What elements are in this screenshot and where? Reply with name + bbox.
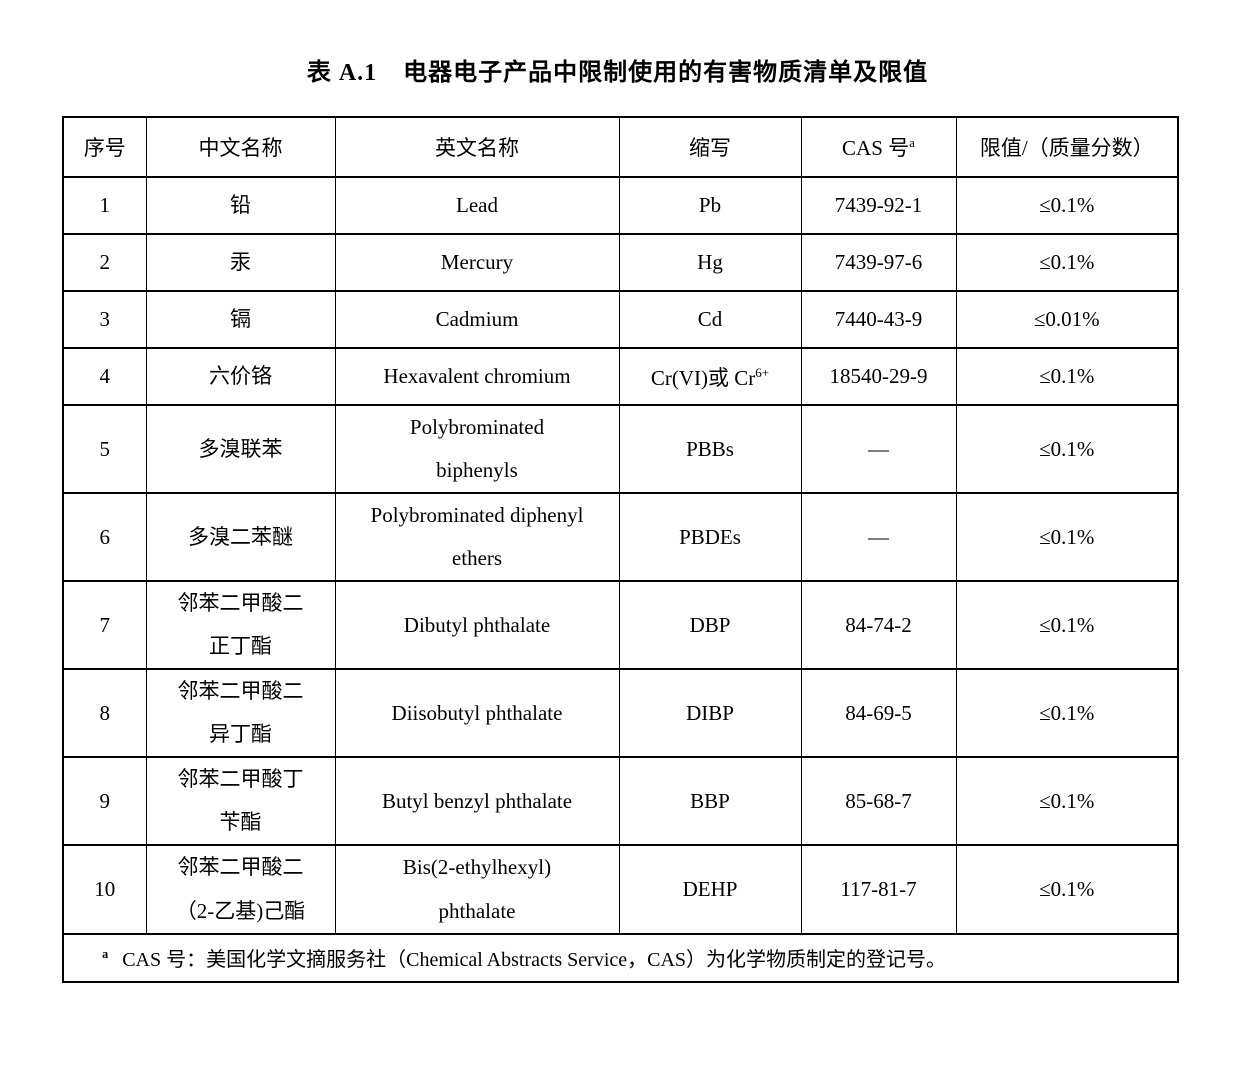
cell-index: 1 (62, 176, 147, 235)
cell-index: 9 (62, 756, 147, 847)
cell-cas-number: 85-68-7 (800, 756, 957, 847)
cell-limit: ≤0.1% (955, 668, 1179, 759)
table-title-text: 电器电子产品中限制使用的有害物质清单及限值 (403, 60, 929, 86)
cell-cas-number: 117-81-7 (800, 844, 957, 935)
cell-abbreviation: Cd (618, 290, 802, 349)
cell-index: 6 (62, 492, 147, 583)
header-index: 序号 (62, 116, 147, 178)
cell-index: 3 (62, 290, 147, 349)
header-chinese-name: 中文名称 (145, 116, 336, 178)
cell-english-name: Diisobutyl phthalate (334, 668, 620, 759)
table-row: 5 多溴联苯 Polybrominated biphenyls PBBs — ≤… (62, 403, 1179, 495)
cell-chinese-name: 六价铬 (145, 347, 336, 406)
cell-chinese-name: 邻苯二甲酸丁 苄酯 (145, 756, 336, 847)
cell-index: 5 (62, 403, 147, 495)
cell-cas-number: 84-69-5 (800, 668, 957, 759)
cell-limit: ≤0.1% (955, 403, 1179, 495)
table-row: 4 六价铬 Hexavalent chromium Cr(VI)或 Cr6+ 1… (62, 347, 1179, 406)
cell-abbreviation: Cr(VI)或 Cr6+ (618, 347, 802, 406)
cell-abbreviation: DBP (618, 580, 802, 671)
cell-cas-number: — (800, 403, 957, 495)
cell-abbreviation: PBBs (618, 403, 802, 495)
cell-abbreviation: DEHP (618, 844, 802, 935)
hazardous-substances-table: 序号 中文名称 英文名称 缩写 CAS 号a 限值/（质量分数） 1 铅 Lea… (62, 116, 1179, 983)
cell-limit: ≤0.1% (955, 844, 1179, 935)
header-row: 序号 中文名称 英文名称 缩写 CAS 号a 限值/（质量分数） (62, 116, 1179, 178)
cell-english-name: Polybrominated biphenyls (334, 403, 620, 495)
cell-cas-number: 84-74-2 (800, 580, 957, 671)
cell-cas-number: 7439-92-1 (800, 176, 957, 235)
header-english-name: 英文名称 (334, 116, 620, 178)
cell-english-name: Polybrominated diphenyl ethers (334, 492, 620, 583)
cell-index: 10 (62, 844, 147, 935)
table-row: 10 邻苯二甲酸二 （2-乙基)己酯 Bis(2-ethylhexyl) pht… (62, 844, 1179, 935)
header-limit: 限值/（质量分数） (955, 116, 1179, 178)
cell-chinese-name: 铅 (145, 176, 336, 235)
cell-abbreviation: Hg (618, 233, 802, 292)
cell-english-name: Cadmium (334, 290, 620, 349)
cell-cas-number: 7440-43-9 (800, 290, 957, 349)
table-title: 表 A.1 电器电子产品中限制使用的有害物质清单及限值 (0, 52, 1235, 87)
cell-index: 8 (62, 668, 147, 759)
cell-limit: ≤0.1% (955, 580, 1179, 671)
cell-index: 2 (62, 233, 147, 292)
cell-chinese-name: 多溴联苯 (145, 403, 336, 495)
cell-cas-number: 18540-29-9 (800, 347, 957, 406)
cell-english-name: Bis(2-ethylhexyl) phthalate (334, 844, 620, 935)
cell-cas-number: — (800, 492, 957, 583)
cell-limit: ≤0.1% (955, 756, 1179, 847)
table-row: 6 多溴二苯醚 Polybrominated diphenyl ethers P… (62, 492, 1179, 583)
cell-abbreviation: Pb (618, 176, 802, 235)
cell-chinese-name: 邻苯二甲酸二 异丁酯 (145, 668, 336, 759)
cell-abbreviation: DIBP (618, 668, 802, 759)
cell-index: 7 (62, 580, 147, 671)
footnote-row: a CAS 号：美国化学文摘服务社（Chemical Abstracts Serv… (62, 932, 1179, 983)
table-row: 7 邻苯二甲酸二 正丁酯 Dibutyl phthalate DBP 84-74… (62, 580, 1179, 671)
footnote-marker: a (102, 947, 109, 962)
header-abbreviation: 缩写 (618, 116, 802, 178)
cell-abbreviation: PBDEs (618, 492, 802, 583)
cell-chinese-name: 镉 (145, 290, 336, 349)
cell-english-name: Butyl benzyl phthalate (334, 756, 620, 847)
cell-limit: ≤0.01% (955, 290, 1179, 349)
table-row: 1 铅 Lead Pb 7439-92-1 ≤0.1% (62, 176, 1179, 235)
header-cas-number: CAS 号a (800, 116, 957, 178)
cell-chinese-name: 汞 (145, 233, 336, 292)
table-row: 2 汞 Mercury Hg 7439-97-6 ≤0.1% (62, 233, 1179, 292)
table-row: 9 邻苯二甲酸丁 苄酯 Butyl benzyl phthalate BBP 8… (62, 756, 1179, 847)
cell-limit: ≤0.1% (955, 492, 1179, 583)
cell-english-name: Mercury (334, 233, 620, 292)
table-title-label: 表 A.1 (306, 60, 378, 86)
cell-cas-number: 7439-97-6 (800, 233, 957, 292)
cell-limit: ≤0.1% (955, 233, 1179, 292)
footnote-text: CAS 号：美国化学文摘服务社（Chemical Abstracts Servi… (122, 949, 947, 972)
cas-footnote: a CAS 号：美国化学文摘服务社（Chemical Abstracts Serv… (62, 932, 1179, 983)
cell-chinese-name: 多溴二苯醚 (145, 492, 336, 583)
table-row: 8 邻苯二甲酸二 异丁酯 Diisobutyl phthalate DIBP 8… (62, 668, 1179, 759)
cell-english-name: Hexavalent chromium (334, 347, 620, 406)
cell-chinese-name: 邻苯二甲酸二 正丁酯 (145, 580, 336, 671)
cell-limit: ≤0.1% (955, 176, 1179, 235)
table-row: 3 镉 Cadmium Cd 7440-43-9 ≤0.01% (62, 290, 1179, 349)
cell-limit: ≤0.1% (955, 347, 1179, 406)
cell-chinese-name: 邻苯二甲酸二 （2-乙基)己酯 (145, 844, 336, 935)
cas-footnote-marker: a (909, 135, 915, 150)
cell-english-name: Dibutyl phthalate (334, 580, 620, 671)
cell-abbreviation: BBP (618, 756, 802, 847)
cell-english-name: Lead (334, 176, 620, 235)
cell-index: 4 (62, 347, 147, 406)
